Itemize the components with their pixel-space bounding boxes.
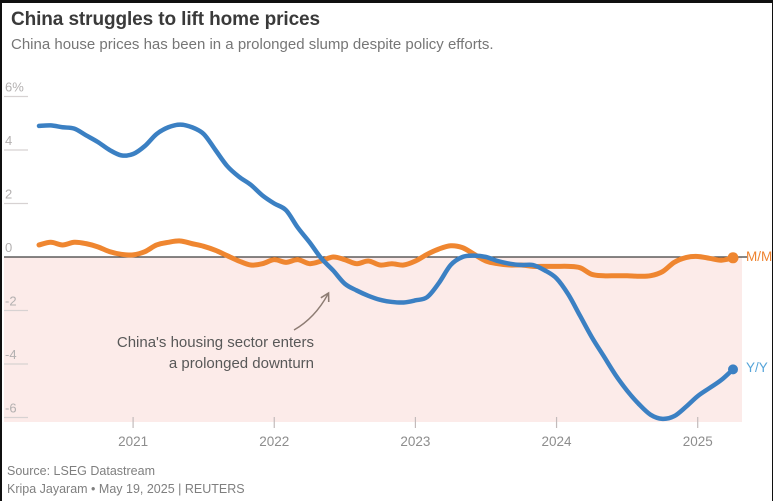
negative-region — [4, 257, 742, 422]
x-tick-label: 2025 — [683, 434, 713, 449]
byline-text: Kripa Jayaram • May 19, 2025 | REUTERS — [7, 482, 245, 496]
y-tick-label: -4 — [5, 347, 17, 362]
annotation-line-2: a prolonged downturn — [168, 355, 314, 372]
y-tick-label: 6% — [5, 80, 24, 95]
annotation-line-1: China's housing sector enters — [116, 334, 314, 351]
x-tick-label: 2022 — [259, 434, 289, 449]
chart-footer: Source: LSEG Datastream Kripa Jayaram • … — [7, 462, 245, 498]
y-tick-label: 2 — [5, 187, 12, 202]
yy-endpoint-dot — [728, 364, 738, 375]
x-tick-label: 2024 — [542, 434, 573, 449]
chart-title: China struggles to lift home prices — [11, 9, 320, 30]
mm-endpoint-dot — [727, 252, 739, 264]
y-tick-label: -6 — [5, 401, 17, 416]
annotation-text: China's housing sector enters a prolonge… — [90, 332, 314, 374]
series-label-yy: Y/Y — [746, 360, 768, 375]
y-tick-label: 4 — [5, 133, 12, 148]
x-tick-label: 2023 — [400, 434, 430, 449]
yy-line — [36, 122, 736, 422]
y-tick-label: -2 — [5, 294, 17, 309]
line-chart: 6% 4 2 0 -2 -4 -6 2021 2022 2023 2024 2025 — [4, 80, 747, 449]
y-tick-label: 0 — [5, 240, 12, 255]
x-tick-label: 2021 — [118, 434, 148, 449]
series-label-mm: M/M — [746, 249, 773, 264]
annotation-arrow — [293, 291, 330, 331]
chart-subtitle: China house prices has been in a prolong… — [11, 36, 494, 53]
mm-line — [36, 238, 736, 279]
source-text: Source: LSEG Datastream — [7, 464, 155, 478]
